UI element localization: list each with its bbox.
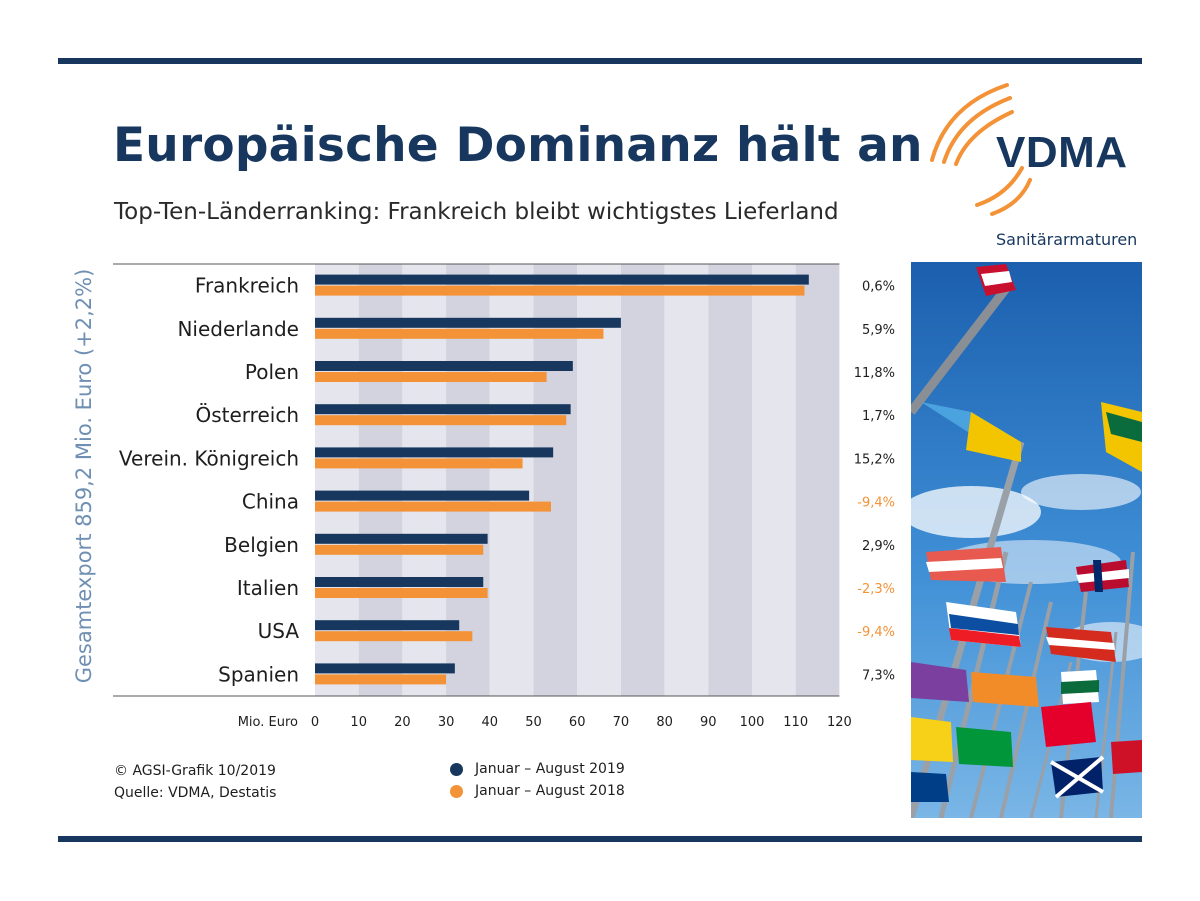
bar-2019 — [315, 361, 573, 371]
category-label: Polen — [245, 360, 299, 384]
change-label: -2,3% — [857, 582, 895, 597]
grid-band — [664, 264, 709, 696]
logo-text: VDMA — [996, 128, 1128, 177]
grid-band — [577, 264, 621, 696]
x-tick-label: 0 — [311, 715, 319, 730]
top-rule — [58, 58, 1142, 64]
x-tick-label: 30 — [438, 715, 455, 730]
bar-2019 — [315, 447, 554, 458]
bar-2019 — [315, 533, 488, 544]
change-label: 2,9% — [862, 539, 895, 554]
x-tick-label: 20 — [394, 715, 411, 730]
source-text: Quelle: VDMA, Destatis — [114, 785, 277, 801]
bar-2019 — [315, 274, 809, 285]
bar-2018 — [315, 285, 805, 296]
grid-band — [489, 264, 534, 696]
bar-2018 — [315, 588, 488, 598]
copyright-text: © AGSI-Grafik 10/2019 — [114, 763, 276, 779]
bar-2019 — [315, 620, 460, 631]
bar-2018 — [315, 501, 551, 512]
bar-2019 — [315, 577, 484, 587]
bar-2018 — [315, 631, 473, 642]
bar-2018 — [315, 544, 484, 555]
grid-band — [752, 264, 796, 696]
change-label: 7,3% — [862, 668, 895, 683]
x-tick-label: 70 — [613, 715, 630, 730]
bar-2019 — [315, 404, 571, 415]
x-tick-label: 60 — [569, 715, 586, 730]
chart-legend: Januar – August 2019 Januar – August 201… — [450, 758, 625, 802]
bar-2019 — [315, 663, 455, 674]
legend-item-2019: Januar – August 2019 — [450, 758, 625, 780]
x-tick-label: 80 — [656, 715, 673, 730]
x-tick-label: 100 — [740, 715, 765, 730]
grid-band — [795, 264, 840, 696]
category-label: USA — [258, 619, 300, 643]
change-label: -9,4% — [857, 496, 895, 511]
x-tick-label: 10 — [350, 715, 367, 730]
change-label: 15,2% — [854, 452, 895, 467]
category-label: Italien — [237, 576, 299, 600]
page-title: Europäische Dominanz hält an — [113, 118, 923, 173]
bar-2018 — [315, 328, 604, 339]
category-label: Niederlande — [177, 317, 299, 341]
category-label: Spanien — [218, 662, 299, 686]
category-label: Belgien — [224, 533, 299, 557]
category-label: Frankreich — [195, 274, 299, 298]
total-export-label: Gesamtexport 859,2 Mio. Euro (+2,2%) — [72, 268, 96, 684]
bottom-rule — [58, 836, 1142, 842]
category-label: Österreich — [196, 403, 300, 427]
x-tick-label: 40 — [482, 715, 499, 730]
footer-credits: © AGSI-Grafik 10/2019 Quelle: VDMA, Dest… — [114, 760, 276, 804]
category-label: Verein. Königreich — [119, 446, 299, 470]
bar-2019 — [315, 317, 621, 328]
vdma-logo: VDMA Sanitärarmaturen — [922, 80, 1142, 250]
legend-item-2018: Januar – August 2018 — [450, 780, 625, 802]
bar-2018 — [315, 458, 523, 469]
change-label: -9,4% — [857, 625, 895, 640]
logo-arcs-icon — [930, 83, 1032, 216]
category-label: China — [242, 490, 299, 514]
x-tick-label: 110 — [783, 715, 808, 730]
grid-band — [620, 264, 665, 696]
change-label: 5,9% — [862, 323, 895, 338]
change-label: 0,6% — [862, 280, 895, 295]
grid-band — [533, 264, 578, 696]
legend-dot-2018 — [450, 784, 463, 798]
legend-label-2018: Januar – August 2018 — [475, 783, 625, 799]
logo-subtitle: Sanitärarmaturen — [996, 230, 1138, 249]
grid-band — [708, 264, 752, 696]
change-label: 11,8% — [854, 366, 895, 381]
legend-label-2019: Januar – August 2019 — [475, 761, 625, 777]
bar-2018 — [315, 415, 567, 426]
page-subtitle: Top-Ten-Länderranking: Frankreich bleibt… — [114, 199, 839, 225]
x-tick-label: 120 — [827, 715, 852, 730]
x-tick-label: 50 — [525, 715, 542, 730]
x-axis-unit-label: Mio. Euro — [238, 715, 298, 730]
bar-2018 — [315, 372, 547, 382]
legend-dot-2019 — [450, 762, 463, 776]
bar-2018 — [315, 674, 447, 685]
change-label: 1,7% — [862, 409, 895, 424]
bar-chart: Frankreich 0,6% Niederlande 5,9% Polen 11,8% Ö… — [113, 263, 895, 730]
x-tick-label: 90 — [700, 715, 717, 730]
flags-photo — [911, 262, 1142, 818]
bar-2019 — [315, 490, 530, 501]
